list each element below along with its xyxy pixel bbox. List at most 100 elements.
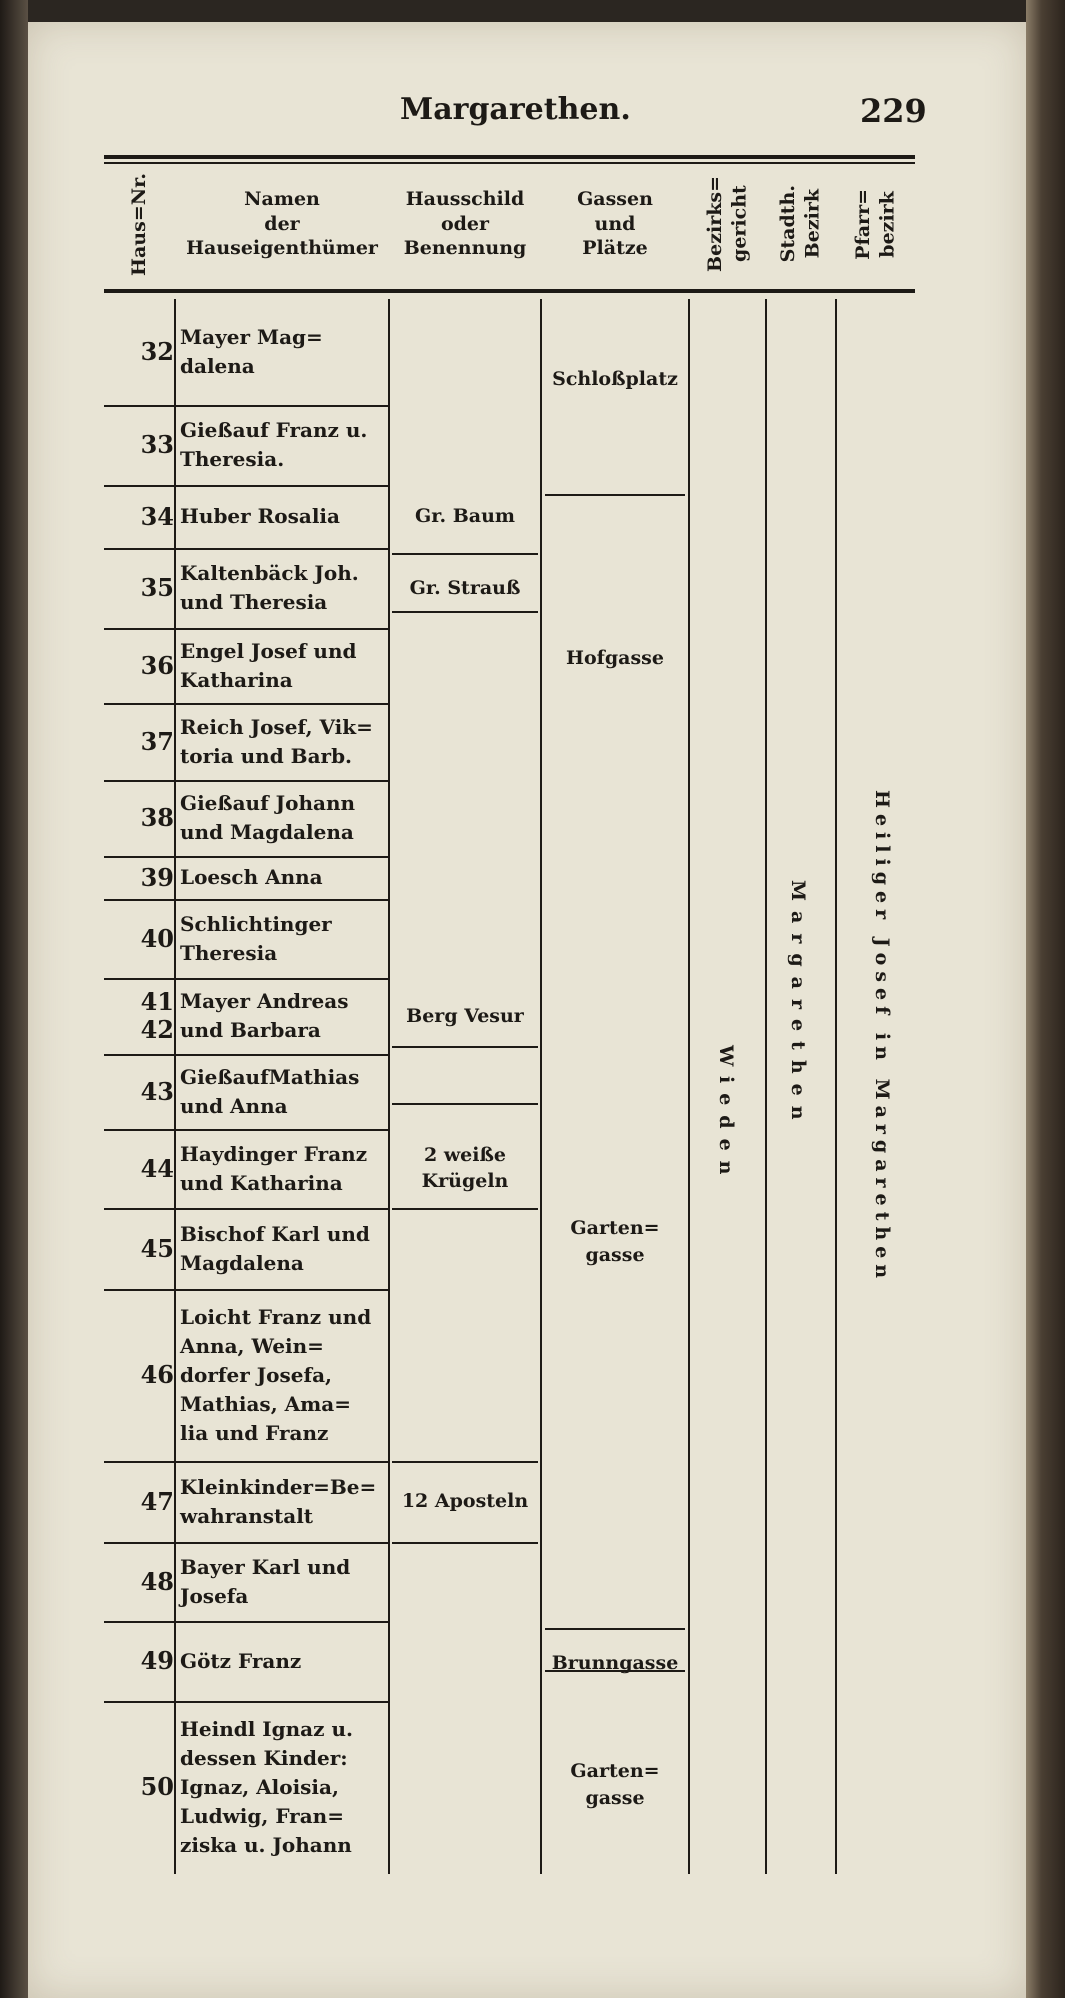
row-rule (104, 978, 174, 980)
street-label: Hofgasse (566, 647, 664, 669)
house-number: 49 (140, 1646, 174, 1675)
row-rule (104, 1542, 174, 1544)
street-rule (545, 494, 685, 496)
sign-rule (392, 553, 538, 555)
row-rule (104, 703, 174, 705)
header-house-no-text: Haus=Nr. (127, 172, 150, 276)
house-number: 39 (140, 862, 174, 892)
column-rule (174, 299, 176, 1874)
owner-name: Reich Josef, Vik= toria und Barb. (180, 714, 373, 768)
row-rule (176, 485, 388, 487)
house-number: 50 (140, 1772, 174, 1801)
house-number: 35 (140, 573, 174, 602)
row-rule (176, 405, 388, 407)
row-rule (104, 1208, 174, 1210)
sign-rule (392, 1461, 538, 1463)
row-rule (176, 703, 388, 705)
row-rule (176, 780, 388, 782)
book-edge-right (1026, 0, 1065, 1998)
owner-name: Loicht Franz und Anna, Wein= dorfer Jose… (180, 1304, 372, 1445)
owner-name: Mayer Mag= dalena (180, 325, 323, 378)
row-rule (104, 1129, 174, 1131)
header-district-court-text: Bezirks= gericht (703, 176, 751, 272)
house-sign: Gr. Baum (414, 505, 515, 527)
owner-name: Kleinkinder=Be= wahranstalt (180, 1474, 377, 1528)
house-number: 44 (140, 1153, 174, 1183)
parish-text: Heiliger Josef in Margarethen (871, 790, 893, 1285)
owner-name: Gießauf Franz u. Theresia. (180, 418, 368, 471)
row-rule (104, 899, 174, 901)
owner-name: Kaltenbäck Joh. und Theresia (180, 561, 359, 614)
column-rule (540, 299, 542, 1874)
sign-rule (392, 1103, 538, 1105)
header-district-court: Bezirks= gericht (690, 160, 765, 288)
row-rule (104, 485, 174, 487)
house-sign: Berg Vesur (406, 1004, 524, 1027)
street-label: Garten= gasse (570, 1217, 660, 1266)
row-rule (176, 1208, 388, 1210)
page (28, 22, 1026, 1998)
house-number: 40 (140, 923, 174, 953)
header-parish-text: Pfarr= bezirk (852, 188, 899, 260)
row-rule (104, 1461, 174, 1463)
header-sign: Hausschild oder Benennung (403, 187, 527, 260)
owner-name: Loesch Anna (180, 865, 323, 889)
row-rule (176, 628, 388, 630)
header-city-district-text: Stadth. Bezirk (777, 185, 824, 263)
header-city-district: Stadth. Bezirk (767, 160, 835, 288)
row-rule (104, 780, 174, 782)
house-number: 37 (140, 726, 174, 756)
row-rule (176, 1542, 388, 1544)
row-rule (176, 1461, 388, 1463)
house-number: 32 (140, 337, 174, 366)
sign-rule (392, 1542, 538, 1544)
row-rule (104, 1621, 174, 1623)
row-rule (104, 1054, 174, 1056)
owner-name: Bayer Karl und Josefa (180, 1554, 351, 1608)
book-edge-left (0, 0, 28, 1998)
house-number: 45 (140, 1233, 174, 1263)
owner-name: Huber Rosalia (180, 504, 340, 528)
owner-name: Haydinger Franz und Katharina (180, 1141, 368, 1195)
house-number: 33 (140, 430, 174, 459)
column-rule (765, 299, 767, 1874)
district-court-text: Wieden (715, 1045, 737, 1185)
sign-rule (392, 1208, 538, 1210)
row-rule (176, 1621, 388, 1623)
street-label: Garten= gasse (570, 1760, 660, 1809)
owner-name: Bischof Karl und Magdalena (180, 1221, 370, 1275)
row-rule (104, 405, 174, 407)
header-streets: Gassen und Plätze (577, 187, 653, 260)
street-label: Brunngasse (551, 1652, 679, 1674)
house-sign: 12 Aposteln (401, 1490, 529, 1512)
row-rule (176, 1701, 388, 1703)
page-number: 229 (860, 92, 927, 130)
row-rule (176, 978, 388, 980)
owner-name: Götz Franz (180, 1648, 302, 1673)
house-sign: Gr. Strauß (409, 576, 521, 599)
house-number: 38 (140, 803, 174, 832)
house-number: 41 42 (140, 987, 174, 1044)
owner-name: Schlichtinger Theresia (180, 911, 332, 965)
header-parish: Pfarr= bezirk (837, 160, 915, 288)
owner-name: Gießauf Johann und Magdalena (180, 791, 356, 844)
row-rule (104, 628, 174, 630)
row-rule (176, 548, 388, 550)
column-rule (388, 299, 390, 1874)
house-number: 47 (140, 1486, 174, 1516)
row-rule (104, 1289, 174, 1291)
house-number: 46 (140, 1360, 174, 1389)
house-number: 48 (140, 1566, 174, 1596)
city-district-text: Margarethen (787, 880, 809, 1130)
house-number: 36 (140, 650, 174, 680)
house-number: 43 (140, 1076, 174, 1106)
column-rule (835, 299, 837, 1874)
column-rule (688, 299, 690, 1874)
header-house-no: Haus=Nr. (104, 160, 174, 288)
row-rule (176, 899, 388, 901)
row-rule (176, 856, 388, 858)
header-rule-top-thin (104, 162, 915, 164)
house-sign: 2 weiße Krügeln (421, 1143, 509, 1193)
owner-name: GießaufMathias und Anna (180, 1064, 360, 1118)
sign-rule (392, 1046, 538, 1048)
